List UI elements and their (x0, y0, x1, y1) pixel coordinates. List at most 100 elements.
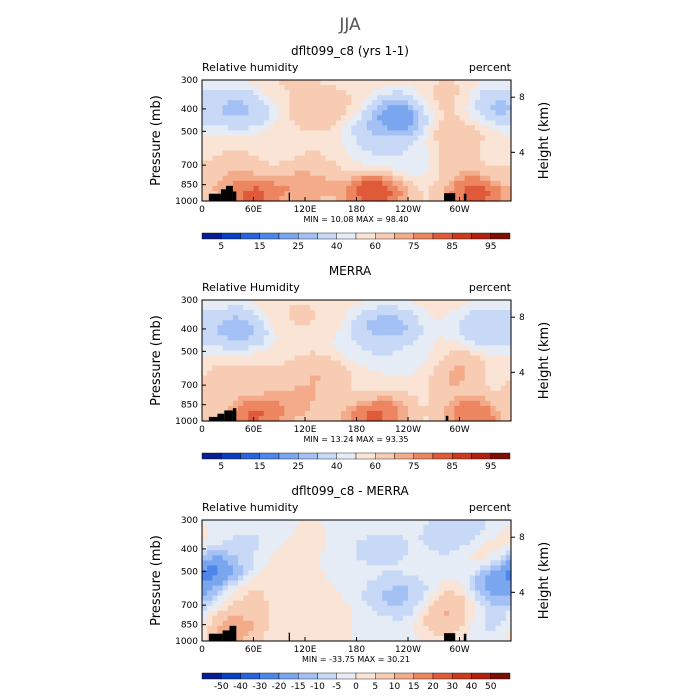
field-cell (428, 545, 435, 551)
field-cell (294, 315, 301, 321)
field-cell (371, 105, 378, 111)
field-cell (207, 175, 213, 182)
field-cell (366, 170, 373, 177)
field-cell (248, 125, 255, 132)
field-cell (341, 400, 347, 407)
field-cell (387, 360, 394, 367)
field-cell (377, 320, 383, 326)
field-cell (268, 180, 275, 187)
field-cell (222, 560, 229, 566)
field-cell (413, 550, 419, 556)
field-cell (268, 550, 275, 556)
field-cell (351, 605, 358, 612)
field-cell (248, 320, 255, 326)
field-cell (371, 370, 378, 377)
field-cell (474, 585, 481, 592)
field-cell (418, 170, 425, 177)
field-cell (371, 180, 378, 187)
colorbar-label: 25 (293, 242, 304, 252)
field-cell (238, 400, 244, 407)
field-cell (397, 620, 404, 627)
field-cell (495, 115, 502, 121)
field-cell (253, 600, 260, 607)
field-cell (377, 175, 383, 182)
field-cell (402, 310, 409, 316)
field-cell (444, 130, 450, 137)
field-cell (315, 530, 322, 536)
field-cell (217, 330, 224, 336)
field-cell (413, 590, 419, 597)
field-cell (423, 180, 430, 187)
field-cell (480, 380, 486, 387)
field-cell (284, 535, 291, 541)
field-cell (387, 335, 394, 341)
field-cell (505, 170, 512, 177)
field-cell (418, 185, 425, 192)
field-cell (289, 600, 296, 607)
field-cell (227, 600, 234, 607)
field-cell (418, 615, 425, 622)
field-cell (212, 85, 219, 91)
field-cell (279, 185, 285, 192)
terrain (208, 625, 467, 641)
field-cell (284, 180, 291, 187)
field-cell (438, 400, 445, 407)
field-cell (413, 335, 419, 341)
field-cell (500, 630, 507, 637)
field-cell (449, 150, 455, 157)
field-cell (413, 380, 419, 387)
field-cell (212, 615, 219, 622)
field-cell (222, 380, 229, 387)
field-cell (222, 310, 229, 316)
field-cell (341, 140, 347, 147)
field-cell (402, 550, 409, 556)
field-cell (361, 580, 368, 587)
field-cell (356, 90, 363, 96)
field-cell (315, 325, 322, 331)
field-cell (433, 315, 440, 321)
field-cell (392, 180, 399, 187)
field-cell (217, 625, 224, 632)
field-cell (459, 415, 466, 422)
field-cell (397, 185, 404, 192)
field-cell (418, 595, 425, 602)
field-cell (459, 125, 466, 132)
field-cell (202, 355, 208, 362)
field-cell (227, 95, 234, 101)
field-cell (423, 320, 430, 326)
field-cell (371, 570, 378, 577)
field-cell (438, 105, 445, 111)
field-cell (258, 370, 265, 377)
field-cell (387, 345, 394, 352)
field-cell (248, 405, 255, 412)
field-cell (382, 565, 388, 572)
field-cell (454, 595, 461, 602)
field-cell (459, 145, 466, 152)
field-cell (330, 370, 337, 377)
field-cell (253, 335, 260, 341)
field-cell (202, 535, 208, 541)
x-tick-label: 120E (294, 205, 317, 215)
field-cell (423, 635, 430, 642)
field-cell (294, 355, 301, 362)
field-cell (299, 125, 306, 132)
field-cell (505, 630, 512, 637)
field-cell (408, 585, 414, 592)
field-cell (335, 415, 342, 422)
field-cell (274, 135, 280, 142)
field-cell (232, 95, 239, 101)
field-cell (366, 95, 373, 101)
terrain (208, 185, 467, 201)
field-cell (408, 190, 414, 197)
field-cell (474, 575, 481, 582)
field-cell (423, 390, 430, 397)
field-cell (263, 560, 270, 566)
field-cell (217, 320, 224, 326)
field-cell (330, 345, 337, 352)
field-cell (485, 565, 491, 572)
field-cell (284, 335, 291, 341)
field-cell (320, 595, 327, 602)
field-cell (469, 595, 476, 602)
field-cell (335, 310, 342, 316)
field-cell (325, 360, 332, 367)
